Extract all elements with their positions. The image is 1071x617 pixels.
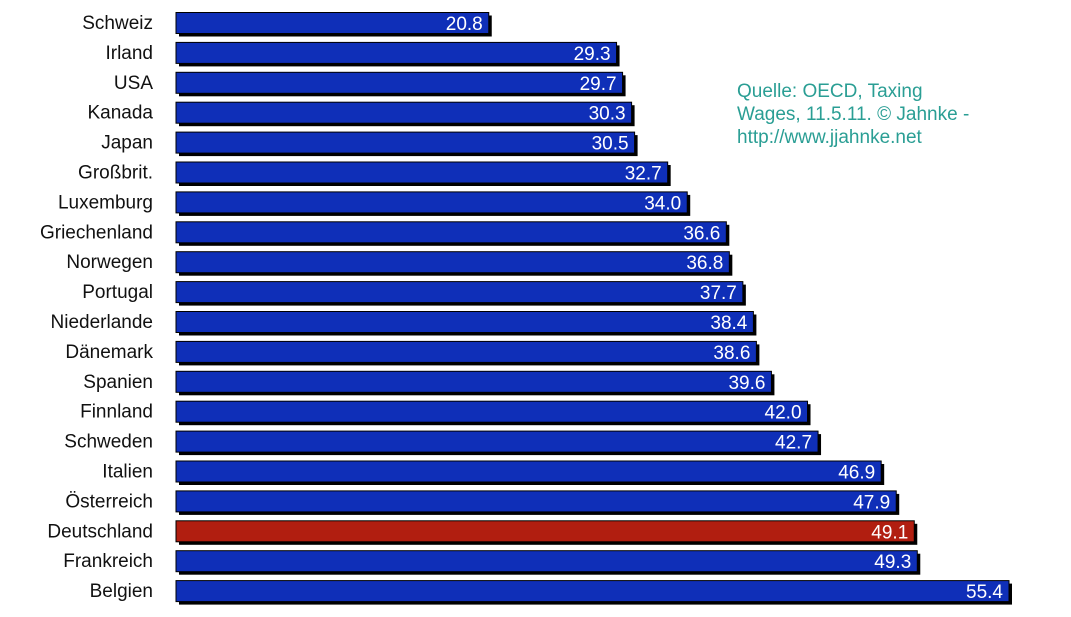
bar bbox=[175, 311, 754, 333]
bar-row: Italien 46.9 bbox=[102, 460, 885, 485]
bar bbox=[175, 101, 633, 124]
value-label: 37.7 bbox=[700, 283, 737, 304]
bar bbox=[175, 161, 669, 184]
value-label: 49.1 bbox=[871, 522, 908, 543]
value-label: 42.0 bbox=[765, 403, 802, 424]
bar-row: Norwegen 36.8 bbox=[66, 251, 733, 276]
bar bbox=[175, 490, 897, 513]
category-label: Spanien bbox=[83, 372, 153, 393]
category-label: Kanada bbox=[87, 103, 153, 124]
value-label: 42.7 bbox=[775, 433, 812, 454]
bar-row: Spanien 39.6 bbox=[83, 370, 775, 396]
value-label: 39.6 bbox=[728, 373, 765, 394]
bar-row: Finnland 42.0 bbox=[80, 400, 811, 426]
source-note: Quelle: OECD, Taxing Wages, 11.5.11. © J… bbox=[737, 81, 970, 148]
value-label: 29.7 bbox=[580, 74, 617, 95]
bar bbox=[175, 400, 809, 423]
category-label: Schweden bbox=[64, 432, 153, 453]
value-label: 47.9 bbox=[853, 492, 890, 513]
value-label: 36.8 bbox=[686, 253, 723, 274]
bar-row: Japan 30.5 bbox=[101, 131, 638, 157]
bar bbox=[175, 460, 882, 483]
bar bbox=[175, 251, 730, 274]
value-label: 29.3 bbox=[574, 44, 611, 65]
value-label: 30.5 bbox=[592, 134, 629, 155]
value-label: 55.4 bbox=[966, 582, 1003, 603]
bar bbox=[175, 340, 757, 363]
bar bbox=[175, 131, 636, 154]
bar-row: Schweden 42.7 bbox=[64, 430, 822, 456]
category-label: Österreich bbox=[65, 491, 153, 512]
value-label: 36.6 bbox=[683, 223, 720, 244]
bar bbox=[175, 430, 819, 453]
bar-row: Schweiz 20.8 bbox=[82, 12, 492, 37]
category-label: Irland bbox=[105, 43, 153, 64]
bar-row: Niederlande 38.4 bbox=[51, 311, 757, 336]
bar bbox=[175, 221, 727, 244]
value-label: 34.0 bbox=[644, 193, 681, 214]
bar-row: Irland 29.3 bbox=[105, 41, 620, 67]
bar-row: Belgien 55.4 bbox=[90, 580, 1012, 605]
category-label: Italien bbox=[102, 462, 153, 483]
category-label: Finnland bbox=[80, 402, 153, 423]
bar bbox=[175, 191, 688, 214]
bar-row: Luxemburg 34.0 bbox=[58, 191, 691, 216]
bar-row: Portugal 37.7 bbox=[82, 281, 746, 306]
value-label: 20.8 bbox=[446, 14, 483, 35]
category-label: Griechenland bbox=[40, 222, 153, 243]
bar-row: USA 29.7 bbox=[114, 71, 626, 97]
bar-row: Kanada 30.3 bbox=[87, 101, 635, 127]
bar bbox=[175, 520, 915, 543]
category-label: Schweiz bbox=[82, 13, 153, 34]
bar bbox=[175, 281, 744, 304]
bar bbox=[175, 12, 490, 34]
bar-row: Griechenland 36.6 bbox=[40, 221, 730, 246]
category-label: USA bbox=[114, 73, 153, 94]
value-label: 38.6 bbox=[713, 343, 750, 364]
value-label: 49.3 bbox=[874, 552, 911, 573]
category-label: Niederlande bbox=[51, 312, 153, 333]
category-label: Frankreich bbox=[63, 551, 153, 572]
category-label: Dänemark bbox=[65, 342, 153, 363]
category-label: Belgien bbox=[90, 581, 153, 602]
value-label: 32.7 bbox=[625, 164, 662, 185]
category-label: Deutschland bbox=[47, 521, 153, 542]
bar bbox=[175, 71, 624, 94]
bar bbox=[175, 550, 918, 573]
category-label: Luxemburg bbox=[58, 192, 153, 213]
bar-row: Österreich 47.9 bbox=[65, 490, 900, 515]
category-label: Japan bbox=[101, 133, 153, 154]
bar bbox=[175, 41, 618, 64]
bar-row: Deutschland 49.1 bbox=[47, 520, 918, 545]
category-label: Großbrit. bbox=[78, 163, 153, 184]
category-label: Portugal bbox=[82, 282, 153, 303]
bar bbox=[175, 370, 772, 393]
bar-row: Großbrit. 32.7 bbox=[78, 161, 671, 186]
value-label: 30.3 bbox=[589, 104, 626, 125]
value-label: 46.9 bbox=[838, 463, 875, 484]
bar bbox=[175, 580, 1010, 603]
value-label: 38.4 bbox=[710, 313, 747, 334]
bar-row: Frankreich 49.3 bbox=[63, 550, 921, 575]
bar-row: Dänemark 38.6 bbox=[65, 340, 760, 366]
category-label: Norwegen bbox=[66, 252, 153, 273]
